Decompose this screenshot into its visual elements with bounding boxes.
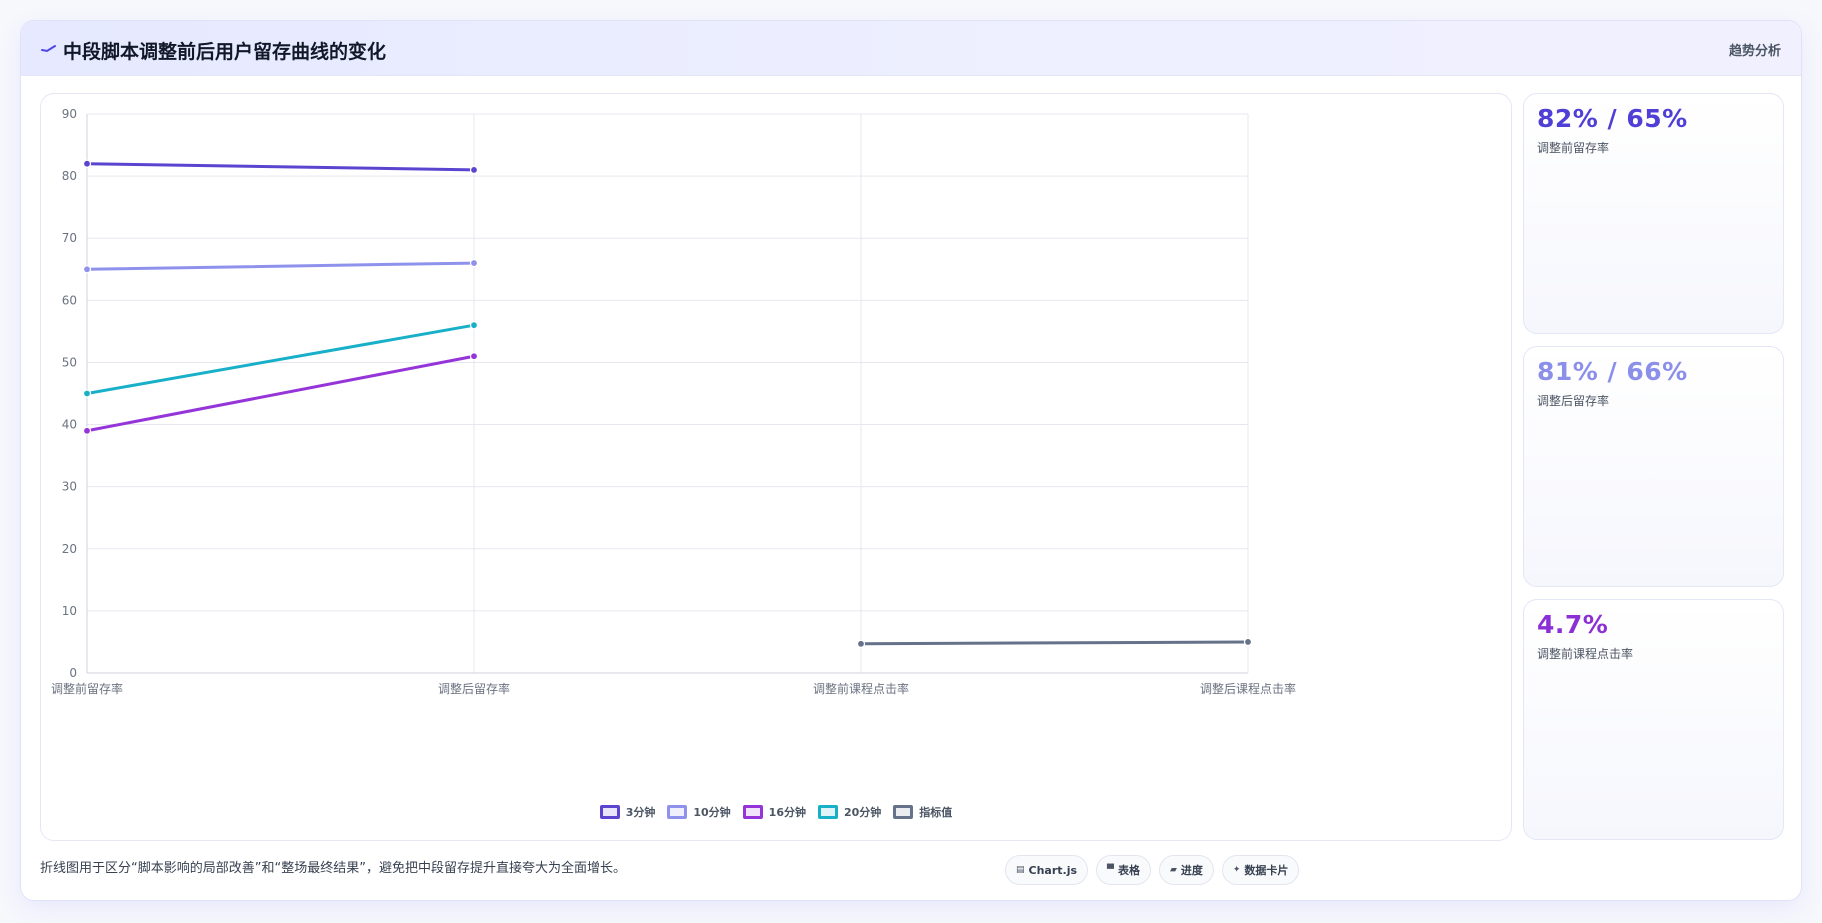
tag-label: 进度 [1180, 864, 1203, 877]
chart-legend: 3分钟 10分钟 16分钟 20分钟 指标值 [41, 803, 1511, 821]
data-point [82, 265, 92, 274]
table-icon: ▀ [1107, 865, 1114, 875]
trend-line-icon [41, 45, 56, 53]
legend-item[interactable]: 20分钟 [817, 803, 882, 821]
metric-label: 调整后留存率 [1537, 394, 1610, 408]
tag-data-card[interactable]: ✦ 数据卡片 [1221, 855, 1300, 885]
tag-label: Chart.js [1028, 863, 1078, 877]
legend-swatch [742, 805, 763, 819]
tag-progress[interactable]: ▰ 进度 [1158, 855, 1214, 885]
footer-tags: ▤ Chart.js ▀ 表格 ▰ 进度 ✦ 数据卡片 [1005, 855, 1300, 885]
data-point [469, 321, 479, 330]
tag-chartjs[interactable]: ▤ Chart.js [1005, 855, 1089, 885]
series-line [85, 261, 476, 271]
legend-swatch [893, 805, 914, 819]
legend-item[interactable]: 16分钟 [742, 803, 806, 821]
chart-card: 中段脚本调整前后用户留存曲线的变化 趋势分析 0 10 20 30 40 50 60 70 80… [20, 20, 1802, 901]
metric-label: 调整前课程点击率 [1537, 647, 1634, 661]
y-tick-label: 10 [62, 604, 77, 618]
data-point [82, 389, 92, 398]
metric-value: 81% / 66% [1537, 357, 1688, 386]
x-tick-label: 调整前课程点击率 [813, 681, 909, 696]
legend-label: 指标值 [919, 806, 953, 819]
x-tick-label: 调整后留存率 [438, 681, 510, 696]
footer-note: 折线图用于区分“脚本影响的局部改善”和“整场最终结果”，避免把中段留存提升直接夸… [40, 861, 626, 876]
legend-swatch [599, 805, 620, 819]
x-tick-label: 调整前留存率 [51, 681, 123, 696]
chart-icon: ▤ [1016, 865, 1025, 875]
card-header: 中段脚本调整前后用户留存曲线的变化 趋势分析 [21, 21, 1801, 76]
data-point [469, 258, 479, 268]
line-chart: 0 10 20 30 40 50 60 70 80 90 调整前留存率 调整后留存率 调整前课程点击率 调… [51, 107, 1296, 696]
data-point [469, 352, 479, 361]
series-line [85, 162, 476, 172]
y-tick-label: 90 [62, 107, 77, 121]
data-point [1243, 637, 1253, 647]
legend-item[interactable]: 指标值 [893, 803, 952, 821]
y-tick-label: 20 [62, 542, 77, 556]
y-tick-label: 0 [69, 666, 77, 680]
legend-label: 3分钟 [625, 806, 656, 819]
series-line [85, 354, 476, 433]
y-tick-label: 70 [62, 231, 77, 245]
chart-panel: 0 10 20 30 40 50 60 70 80 90 调整前留存率 调整后留存率 调整前课程点击率 调… [40, 93, 1512, 841]
metric-card-retention-after: 81% / 66% 调整后留存率 [1523, 346, 1784, 587]
progress-icon: ▰ [1169, 865, 1177, 875]
page-title: 中段脚本调整前后用户留存曲线的变化 [63, 41, 387, 63]
metric-value: 82% / 65% [1537, 104, 1688, 133]
legend-item[interactable]: 10分钟 [667, 803, 731, 821]
y-tick-label: 30 [62, 480, 77, 494]
card-icon: ✦ [1232, 865, 1241, 875]
metric-card-retention-before: 82% / 65% 调整前留存率 [1523, 93, 1784, 334]
metric-value: 4.7% [1537, 610, 1609, 639]
data-point [82, 159, 92, 168]
data-point [82, 426, 92, 435]
y-tick-label: 80 [62, 169, 77, 183]
legend-label: 20分钟 [843, 806, 882, 819]
tag-label: 数据卡片 [1244, 864, 1289, 877]
y-tick-label: 50 [62, 355, 77, 369]
tag-label: 表格 [1117, 864, 1140, 877]
trend-analysis-link[interactable]: 趋势分析 [1728, 44, 1781, 59]
metric-label: 调整前留存率 [1537, 141, 1610, 155]
y-tick-label: 40 [62, 418, 77, 432]
legend-label: 10分钟 [693, 806, 731, 819]
legend-label: 16分钟 [768, 806, 806, 819]
legend-swatch [817, 805, 838, 819]
legend-item[interactable]: 3分钟 [599, 803, 656, 821]
y-tick-label: 60 [62, 293, 77, 307]
series-line [859, 640, 1250, 646]
data-point [856, 639, 866, 648]
tag-table[interactable]: ▀ 表格 [1096, 855, 1151, 885]
data-point [469, 165, 479, 175]
metric-card-click-before: 4.7% 调整前课程点击率 [1523, 599, 1784, 840]
legend-swatch [667, 805, 688, 819]
x-tick-label: 调整后课程点击率 [1200, 681, 1296, 696]
series-line [85, 323, 476, 395]
